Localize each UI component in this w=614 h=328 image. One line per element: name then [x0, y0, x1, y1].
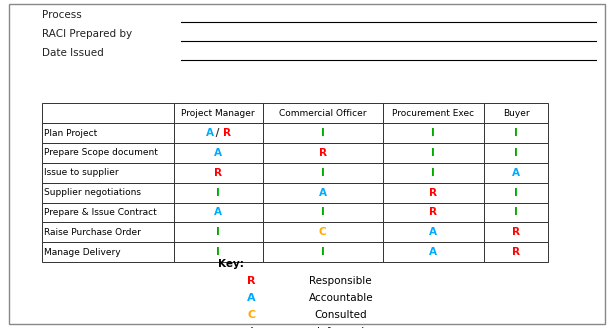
Bar — [174, 143, 263, 163]
Text: A: A — [429, 247, 437, 257]
Text: I: I — [514, 128, 518, 138]
Text: R: R — [512, 227, 520, 237]
Bar — [383, 183, 484, 202]
Text: Supplier negotiations: Supplier negotiations — [44, 188, 141, 197]
Text: R: R — [214, 168, 222, 178]
Bar — [42, 163, 174, 183]
Text: /: / — [212, 128, 223, 138]
Bar — [484, 163, 548, 183]
Text: I: I — [514, 148, 518, 158]
Text: Responsible: Responsible — [309, 276, 372, 286]
Text: I: I — [250, 327, 254, 328]
Bar — [174, 222, 263, 242]
Text: Informed: Informed — [317, 327, 364, 328]
Bar — [484, 123, 548, 143]
Text: Prepare & Issue Contract: Prepare & Issue Contract — [44, 208, 157, 217]
Text: I: I — [216, 247, 220, 257]
Text: I: I — [431, 148, 435, 158]
Text: R: R — [429, 188, 437, 197]
Text: I: I — [216, 227, 220, 237]
Text: RACI Prepared by: RACI Prepared by — [42, 29, 132, 39]
Bar — [263, 202, 383, 222]
Text: Buyer: Buyer — [503, 109, 529, 118]
Bar — [174, 183, 263, 202]
Bar — [42, 183, 174, 202]
Bar — [383, 242, 484, 262]
Text: I: I — [321, 128, 325, 138]
Bar — [383, 222, 484, 242]
Text: I: I — [431, 168, 435, 178]
Bar — [383, 163, 484, 183]
Text: R: R — [512, 247, 520, 257]
Bar — [484, 222, 548, 242]
Bar — [263, 103, 383, 123]
Text: I: I — [514, 208, 518, 217]
Text: Accountable: Accountable — [308, 293, 373, 303]
Text: A: A — [247, 293, 256, 303]
Bar — [383, 143, 484, 163]
Bar — [263, 143, 383, 163]
Bar — [484, 183, 548, 202]
Text: Commercial Officer: Commercial Officer — [279, 109, 367, 118]
Bar — [484, 242, 548, 262]
Text: C: C — [247, 310, 256, 320]
Text: R: R — [247, 276, 256, 286]
Text: R: R — [429, 208, 437, 217]
Bar — [42, 103, 174, 123]
Text: A: A — [429, 227, 437, 237]
Text: I: I — [514, 188, 518, 197]
Bar — [383, 202, 484, 222]
Text: Procurement Exec: Procurement Exec — [392, 109, 474, 118]
Bar — [42, 143, 174, 163]
Bar — [42, 202, 174, 222]
Text: Prepare Scope document: Prepare Scope document — [44, 149, 158, 157]
Text: Manage Delivery: Manage Delivery — [44, 248, 121, 256]
Text: Consulted: Consulted — [314, 310, 367, 320]
Text: A: A — [214, 208, 222, 217]
Text: Key:: Key: — [218, 259, 244, 269]
Bar — [383, 103, 484, 123]
Bar — [42, 123, 174, 143]
Bar — [263, 163, 383, 183]
Text: Raise Purchase Order: Raise Purchase Order — [44, 228, 141, 237]
Text: R: R — [223, 128, 231, 138]
Text: Project Manager: Project Manager — [182, 109, 255, 118]
Text: I: I — [216, 188, 220, 197]
Text: Date Issued: Date Issued — [42, 48, 104, 58]
Bar — [174, 103, 263, 123]
Bar — [174, 163, 263, 183]
Bar — [383, 123, 484, 143]
Text: A: A — [319, 188, 327, 197]
Bar — [263, 242, 383, 262]
Text: Process: Process — [42, 10, 82, 20]
Text: Plan Project: Plan Project — [44, 129, 98, 137]
Text: I: I — [321, 208, 325, 217]
Bar — [263, 222, 383, 242]
Text: I: I — [321, 168, 325, 178]
Text: I: I — [321, 247, 325, 257]
Bar — [263, 123, 383, 143]
Text: A: A — [512, 168, 520, 178]
Bar — [174, 242, 263, 262]
Text: I: I — [431, 128, 435, 138]
Bar — [484, 143, 548, 163]
Text: A: A — [214, 148, 222, 158]
Bar — [484, 202, 548, 222]
Bar — [174, 123, 263, 143]
Bar — [263, 183, 383, 202]
Bar — [42, 222, 174, 242]
Text: A: A — [206, 128, 214, 138]
Text: R: R — [319, 148, 327, 158]
Bar — [174, 202, 263, 222]
Text: Issue to supplier: Issue to supplier — [44, 168, 119, 177]
Text: C: C — [319, 227, 327, 237]
Bar — [42, 242, 174, 262]
Bar — [484, 103, 548, 123]
